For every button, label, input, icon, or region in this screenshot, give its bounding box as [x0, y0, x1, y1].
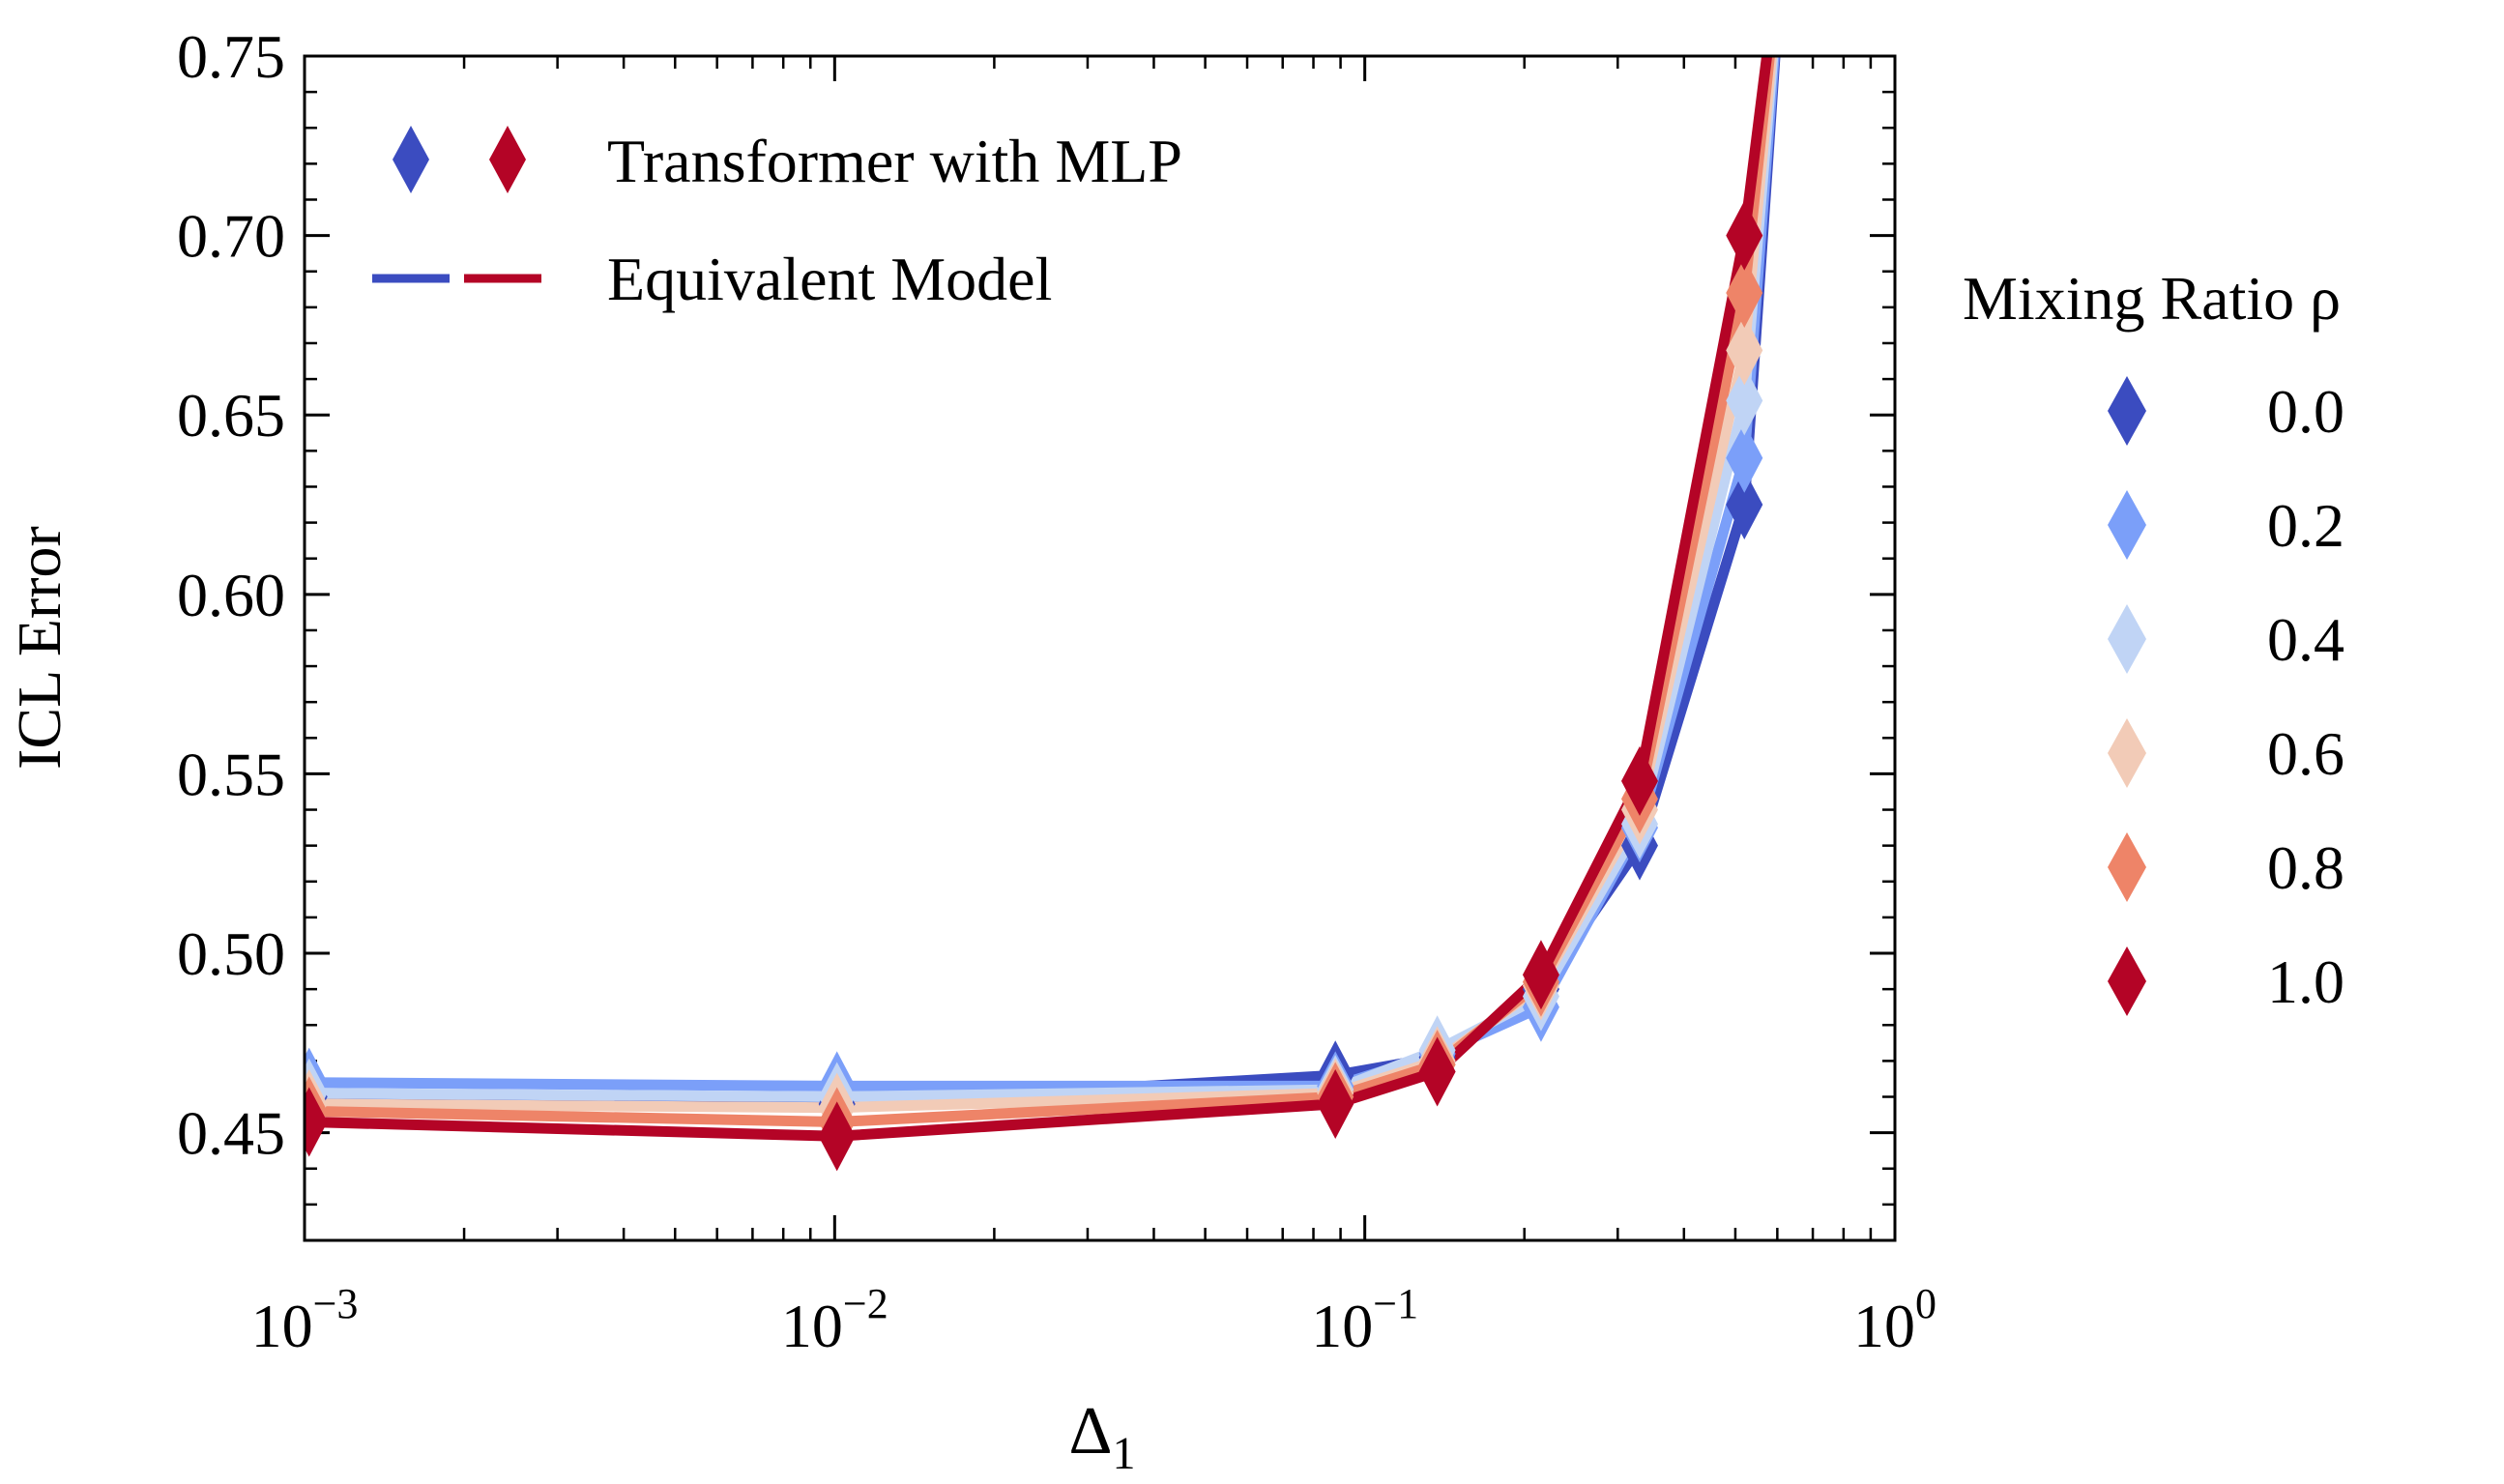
series-marker-0.0 — [1726, 470, 1763, 540]
y-tick-labels: 0.45 0.50 0.55 0.60 0.65 0.70 0.75 — [177, 22, 285, 1168]
color-legend-marker-0.2 — [2108, 490, 2146, 560]
series-marker-1.0 — [1317, 1068, 1354, 1139]
color-legend-label: 0.4 — [2267, 605, 2344, 674]
x-tick-exponent: −1 — [1373, 1280, 1418, 1327]
x-axis-label: Δ1 — [1068, 1394, 1135, 1479]
x-tick-base: 10 — [1311, 1292, 1373, 1360]
y-tick-label: 0.60 — [177, 561, 285, 629]
series-marker-0.6 — [1726, 315, 1763, 386]
color-legend-label: 0.0 — [2267, 377, 2344, 446]
series-marker-1.0 — [305, 1087, 328, 1157]
y-tick-label: 0.50 — [177, 919, 285, 988]
series-marker-0.4 — [1726, 365, 1763, 436]
y-axis-label: ICL Error — [5, 526, 73, 770]
series-marker-0.2 — [1726, 422, 1763, 493]
y-tick-label: 0.75 — [177, 22, 285, 91]
series-layer — [305, 56, 1781, 1172]
color-legend-label: 1.0 — [2267, 947, 2344, 1016]
series-marker-1.0 — [1522, 940, 1559, 1010]
x-tick-base: 10 — [781, 1292, 843, 1360]
legend-diamond-blue — [393, 126, 429, 193]
color-legend-label: 0.6 — [2267, 719, 2344, 788]
legend-markers-label: Transformer with MLP — [607, 127, 1182, 195]
color-legend-marker-0.6 — [2108, 718, 2146, 788]
y-tick-label: 0.70 — [177, 202, 285, 271]
x-tick-label: 10−2 — [781, 1280, 888, 1360]
legend-lines-label: Equivalent Model — [607, 245, 1052, 313]
x-tick-base: 10 — [1853, 1292, 1915, 1360]
color-legend-title: Mixing Ratio ρ — [1963, 264, 2341, 333]
legend-diamond-red — [489, 126, 526, 193]
color-legend: Mixing Ratio ρ 0.0 0.2 0.4 0.6 0.8 1.0 — [1963, 264, 2344, 1016]
series-marker-1.0 — [1726, 200, 1763, 271]
x-tick-label: 100 — [1853, 1280, 1936, 1360]
x-tick-label: 10−1 — [1311, 1280, 1418, 1360]
style-legend: Transformer with MLP Equivalent Model — [372, 126, 1182, 313]
y-tick-label: 0.55 — [177, 740, 285, 808]
x-tick-labels: 10−3 10−2 10−1 100 — [251, 1280, 1936, 1360]
series-marker-1.0 — [1418, 1036, 1456, 1107]
color-legend-marker-0.8 — [2108, 832, 2146, 902]
series-marker-0.8 — [1726, 258, 1763, 328]
x-tick-base: 10 — [251, 1292, 313, 1360]
plot-frame — [303, 54, 1897, 1242]
x-tick-label: 10−3 — [251, 1280, 359, 1360]
color-legend-label: 0.2 — [2267, 491, 2344, 560]
axis-ticks — [303, 54, 1897, 1242]
color-legend-marker-1.0 — [2108, 946, 2146, 1016]
series-line-1.0 — [305, 56, 1773, 1142]
color-legend-marker-0.4 — [2108, 604, 2146, 674]
color-legend-items: 0.0 0.2 0.4 0.6 0.8 1.0 — [2108, 376, 2344, 1016]
series-marker-1.0 — [818, 1101, 856, 1172]
x-tick-exponent: −2 — [843, 1280, 888, 1327]
y-tick-label: 0.65 — [177, 381, 285, 450]
x-tick-exponent: 0 — [1915, 1280, 1936, 1327]
y-tick-label: 0.45 — [177, 1099, 285, 1168]
color-legend-marker-0.0 — [2108, 376, 2146, 446]
series-marker-1.0 — [1620, 745, 1658, 816]
x-tick-exponent: −3 — [313, 1280, 359, 1327]
color-legend-label: 0.8 — [2267, 833, 2344, 902]
